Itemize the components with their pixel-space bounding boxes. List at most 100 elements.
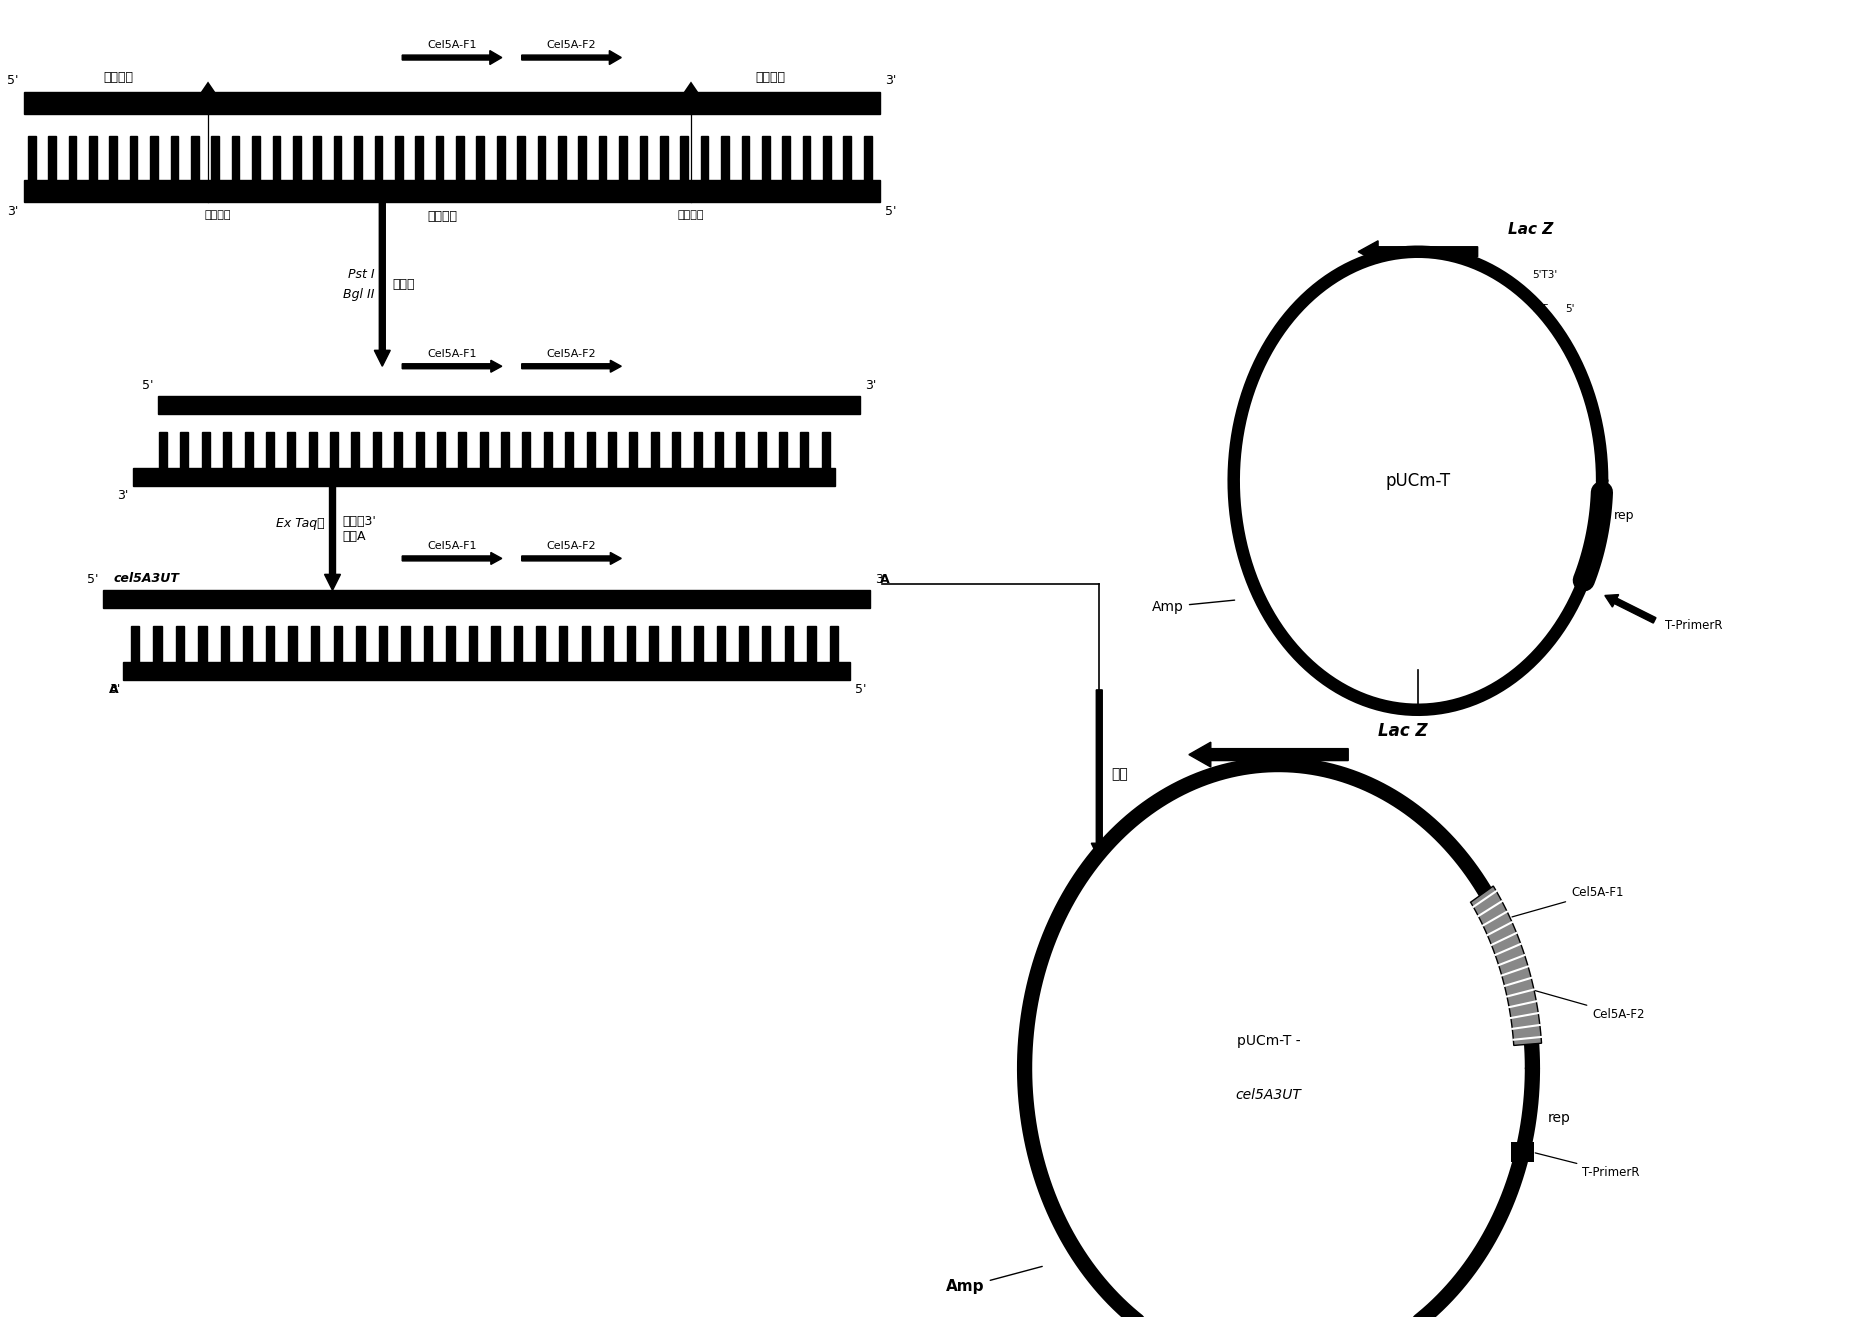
Text: rep: rep bbox=[1547, 1111, 1570, 1125]
Text: cel5A3UT: cel5A3UT bbox=[1236, 1088, 1301, 1102]
Bar bbox=[722, 136, 729, 180]
Text: 3'T: 3'T bbox=[1533, 304, 1547, 314]
Bar bbox=[652, 432, 659, 467]
Bar bbox=[763, 136, 770, 180]
Bar bbox=[211, 136, 218, 180]
Text: Amp: Amp bbox=[946, 1266, 1042, 1295]
Text: 3': 3' bbox=[109, 682, 120, 696]
Bar bbox=[544, 432, 552, 467]
Bar bbox=[516, 136, 526, 180]
Bar bbox=[394, 432, 402, 467]
Bar bbox=[672, 626, 679, 663]
Bar bbox=[640, 136, 648, 180]
Bar bbox=[329, 432, 339, 467]
Bar bbox=[244, 432, 252, 467]
Bar bbox=[559, 626, 568, 663]
Polygon shape bbox=[1470, 886, 1542, 1045]
Text: T-PrimerR: T-PrimerR bbox=[1534, 1152, 1640, 1179]
Text: 补齐和3': 补齐和3' bbox=[342, 515, 376, 528]
Polygon shape bbox=[1605, 594, 1657, 623]
Text: Cel5A-F1: Cel5A-F1 bbox=[428, 541, 478, 552]
Bar bbox=[287, 432, 296, 467]
Bar bbox=[742, 136, 750, 180]
Text: 3': 3' bbox=[885, 74, 896, 87]
Bar bbox=[629, 432, 637, 467]
Bar bbox=[267, 432, 274, 467]
Bar bbox=[133, 467, 835, 486]
Bar bbox=[170, 136, 178, 180]
Bar bbox=[757, 432, 766, 467]
Bar bbox=[694, 626, 703, 663]
Bar bbox=[496, 136, 505, 180]
Bar bbox=[459, 432, 466, 467]
Bar bbox=[446, 626, 455, 663]
Polygon shape bbox=[402, 360, 502, 372]
Bar bbox=[864, 136, 872, 180]
Bar bbox=[479, 432, 487, 467]
Bar bbox=[829, 626, 839, 663]
Text: Cel5A-F2: Cel5A-F2 bbox=[546, 350, 596, 359]
Bar bbox=[557, 136, 566, 180]
Text: Cel5A-F1: Cel5A-F1 bbox=[428, 350, 478, 359]
Bar bbox=[130, 136, 137, 180]
Text: Cel5A-F1: Cel5A-F1 bbox=[428, 40, 478, 50]
Text: 5': 5' bbox=[143, 379, 154, 392]
Bar bbox=[737, 432, 744, 467]
Text: A: A bbox=[109, 682, 118, 696]
Bar bbox=[289, 626, 296, 663]
Bar bbox=[176, 626, 183, 663]
Text: Cel5A-F2: Cel5A-F2 bbox=[1533, 990, 1646, 1020]
Bar bbox=[198, 626, 207, 663]
Text: 未知序列: 未知序列 bbox=[104, 71, 133, 84]
Bar bbox=[124, 663, 850, 680]
Bar bbox=[28, 136, 35, 180]
Text: 5'T3': 5'T3' bbox=[1533, 269, 1557, 280]
Text: 连接: 连接 bbox=[1111, 767, 1127, 781]
Bar bbox=[702, 136, 709, 180]
Bar bbox=[220, 626, 230, 663]
Polygon shape bbox=[402, 553, 502, 565]
Bar bbox=[607, 432, 616, 467]
Bar bbox=[502, 432, 509, 467]
Bar bbox=[491, 626, 500, 663]
Bar bbox=[807, 626, 816, 663]
Text: Ex Taq醂: Ex Taq醂 bbox=[276, 516, 324, 529]
Bar bbox=[424, 626, 431, 663]
Bar bbox=[416, 432, 424, 467]
Bar bbox=[603, 626, 613, 663]
Bar bbox=[231, 136, 239, 180]
Text: 未知序列: 未知序列 bbox=[755, 71, 785, 84]
Text: 已知序列: 已知序列 bbox=[428, 210, 457, 223]
Bar bbox=[267, 626, 274, 663]
Polygon shape bbox=[1359, 240, 1477, 263]
Bar bbox=[672, 432, 679, 467]
Bar bbox=[468, 626, 478, 663]
Text: 3': 3' bbox=[876, 573, 887, 586]
Bar bbox=[154, 626, 161, 663]
Bar bbox=[537, 626, 544, 663]
Bar bbox=[822, 432, 829, 467]
Bar bbox=[578, 136, 587, 180]
Bar bbox=[272, 136, 280, 180]
Text: 5': 5' bbox=[7, 74, 19, 87]
Polygon shape bbox=[522, 50, 622, 65]
Text: rep: rep bbox=[1614, 508, 1634, 521]
Bar bbox=[89, 136, 96, 180]
Polygon shape bbox=[522, 553, 622, 565]
Polygon shape bbox=[1510, 1142, 1534, 1162]
Bar bbox=[694, 432, 702, 467]
Bar bbox=[104, 590, 870, 609]
Bar bbox=[455, 136, 465, 180]
Bar bbox=[379, 626, 387, 663]
Bar bbox=[333, 136, 341, 180]
Bar bbox=[48, 136, 56, 180]
Bar bbox=[714, 432, 724, 467]
Text: 端加A: 端加A bbox=[342, 529, 366, 543]
Text: 内切酶１: 内切酶１ bbox=[677, 210, 703, 220]
Bar bbox=[415, 136, 422, 180]
Bar bbox=[394, 136, 402, 180]
Bar bbox=[354, 136, 361, 180]
Bar bbox=[372, 432, 381, 467]
Polygon shape bbox=[324, 475, 341, 590]
Text: 3': 3' bbox=[7, 205, 19, 218]
